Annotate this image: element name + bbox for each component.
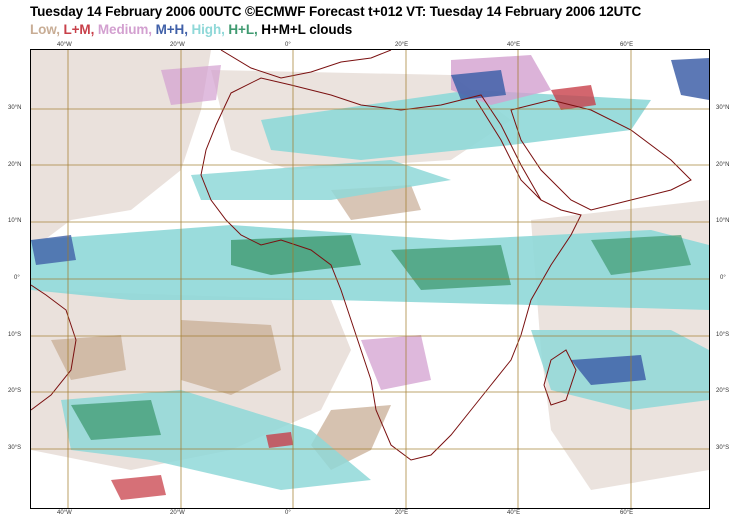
red-sea-coastline xyxy=(475,99,542,201)
legend-high: High, xyxy=(191,22,225,37)
lat-tick-20n-left: 20°N xyxy=(8,162,22,168)
lon-tick-40w-bottom: 40°W xyxy=(57,510,72,516)
hl-cloud-patch-3 xyxy=(71,400,161,440)
legend-hml: H+M+L clouds xyxy=(261,22,353,37)
lat-tick-10n-right: 10°N xyxy=(716,218,730,224)
legend-medium: Medium, xyxy=(97,22,152,37)
lat-tick-30s-left: 30°S xyxy=(8,445,22,451)
lon-tick-60e: 60°E xyxy=(620,42,634,48)
lon-tick-0: 0° xyxy=(285,42,291,48)
high-cloud-band-north xyxy=(261,90,651,160)
high-cloud-band-sahara xyxy=(191,160,451,200)
lm-cloud-patch-3 xyxy=(111,475,166,500)
legend-hl: H+L, xyxy=(228,22,258,37)
lm-cloud-patch-1 xyxy=(551,85,596,110)
cloud-cover-map xyxy=(30,49,710,509)
lat-tick-0-right: 0° xyxy=(720,275,726,281)
africa-coastline xyxy=(200,77,582,461)
europe-coastline xyxy=(220,50,392,79)
lat-tick-10s-left: 10°S xyxy=(8,332,22,338)
lat-tick-20s-left: 20°S xyxy=(8,388,22,394)
lat-tick-10s-right: 10°S xyxy=(716,332,730,338)
low-cloud-patch-1 xyxy=(181,320,281,395)
lon-tick-0-bottom: 0° xyxy=(285,510,291,516)
legend-lm: L+M, xyxy=(63,22,95,37)
mh-cloud-patch-3 xyxy=(571,355,646,385)
mh-cloud-patch-2 xyxy=(671,58,709,100)
high-cloud-band-equator xyxy=(31,225,709,310)
mh-cloud-patch-1 xyxy=(451,70,506,100)
map-canvas xyxy=(31,50,709,508)
arabia-coastline xyxy=(510,99,692,211)
legend-mh: M+H, xyxy=(155,22,188,37)
low-cloud-patch-3 xyxy=(51,335,126,380)
lat-tick-10n-left: 10°N xyxy=(8,218,22,224)
lat-tick-30s-right: 30°S xyxy=(716,445,730,451)
lat-tick-20s-right: 20°S xyxy=(716,388,730,394)
lm-cloud-patch-2 xyxy=(266,432,293,448)
cloud-legend: Low, L+M, Medium, M+H, High, H+L, H+M+L … xyxy=(30,22,352,37)
low-cloud-haze-west xyxy=(31,50,211,250)
hl-cloud-patch-4 xyxy=(591,235,691,275)
mh-cloud-patch-4 xyxy=(31,235,76,265)
lat-tick-30n-left: 30°N xyxy=(8,105,22,111)
lat-tick-20n-right: 20°N xyxy=(716,162,730,168)
graticule xyxy=(31,50,709,508)
medium-cloud-patch-2 xyxy=(361,335,431,390)
lon-tick-20e: 20°E xyxy=(395,42,409,48)
lon-tick-60e-bottom: 60°E xyxy=(620,510,634,516)
lon-tick-40w: 40°W xyxy=(57,42,72,48)
lon-tick-20e-bottom: 20°E xyxy=(395,510,409,516)
lat-tick-0-left: 0° xyxy=(14,275,20,281)
map-title: Tuesday 14 February 2006 00UTC ©ECMWF Fo… xyxy=(30,4,642,19)
lon-tick-40e-bottom: 40°E xyxy=(507,510,521,516)
lat-tick-30n-right: 30°N xyxy=(716,105,730,111)
madagascar-coastline xyxy=(543,349,577,406)
coastlines xyxy=(31,50,692,461)
lon-tick-40e: 40°E xyxy=(507,42,521,48)
south-america-coastline xyxy=(31,284,77,411)
legend-low: Low, xyxy=(30,22,60,37)
hl-cloud-patch-1 xyxy=(231,235,361,275)
cloud-fields xyxy=(31,50,709,500)
lon-tick-20w: 20°W xyxy=(170,42,185,48)
lon-tick-20w-bottom: 20°W xyxy=(170,510,185,516)
medium-cloud-patch-3 xyxy=(161,65,221,105)
